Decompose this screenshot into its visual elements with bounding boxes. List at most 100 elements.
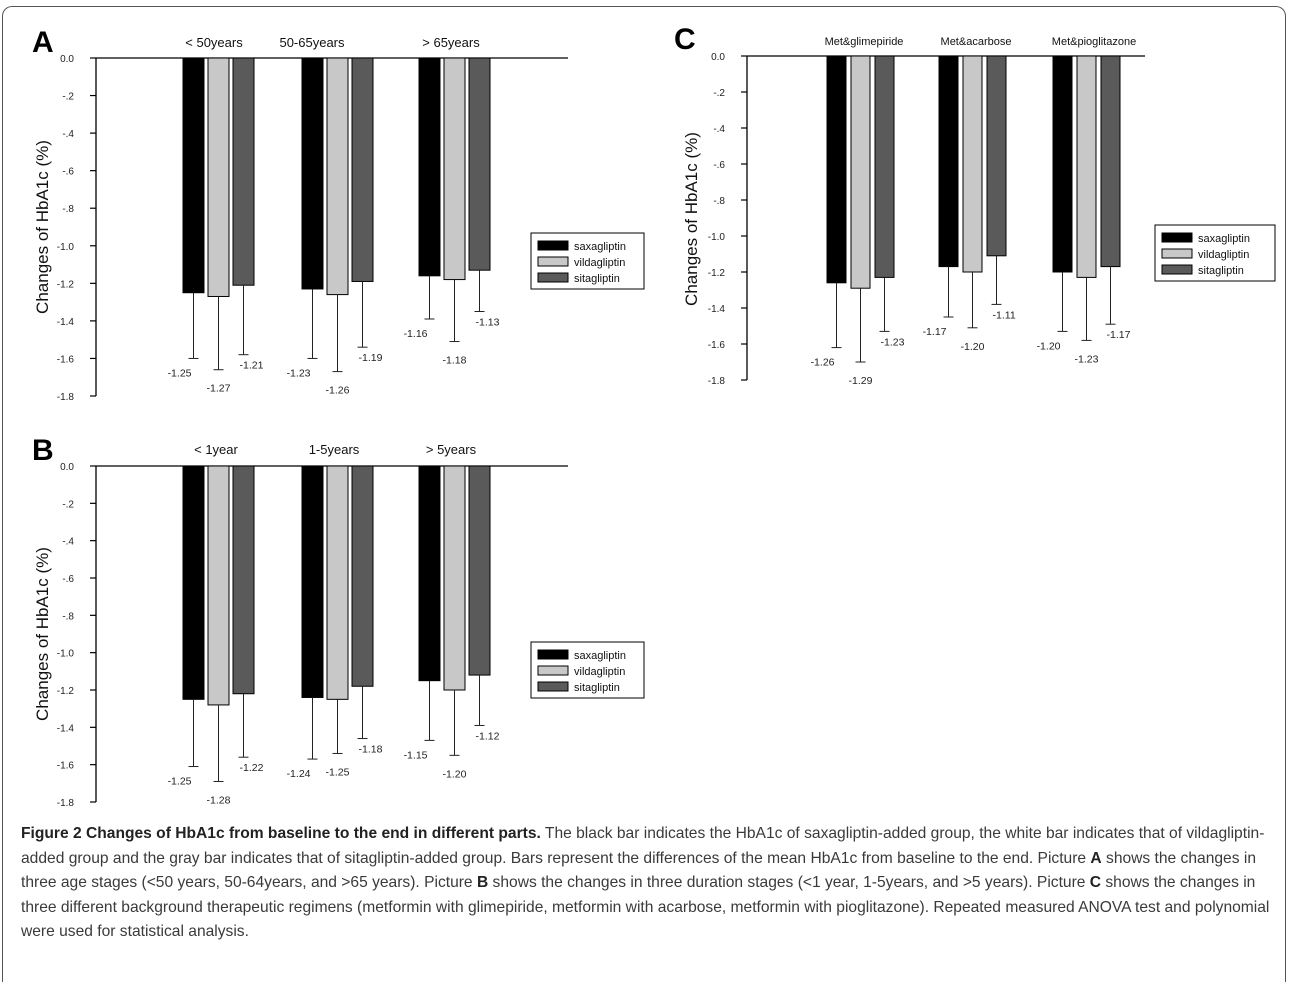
legend-label: vildagliptin — [574, 257, 625, 269]
caption-ref-b: B — [476, 874, 489, 891]
bar-sitagliptin — [874, 55, 895, 278]
bar-vildagliptin — [443, 57, 466, 281]
caption-text-3: shows the changes in three duration stag… — [488, 874, 1090, 891]
legend-swatch — [537, 681, 569, 692]
bar-sitagliptin — [351, 57, 374, 282]
data-label: -1.20 — [443, 768, 467, 780]
figure-caption: Figure 2 Changes of HbA1c from baseline … — [21, 822, 1276, 945]
data-label: -1.29 — [849, 375, 873, 387]
category-label: > 65years — [422, 35, 480, 50]
y-tick-label: -.4 — [62, 129, 74, 140]
bar-vildagliptin — [1076, 55, 1097, 278]
bar-saxagliptin — [301, 465, 324, 698]
data-label: -1.23 — [1075, 353, 1099, 365]
y-tick-label: -1.4 — [708, 304, 726, 315]
bar-saxagliptin — [418, 57, 441, 277]
legend-label: saxagliptin — [1198, 233, 1250, 245]
y-tick-label: 0.0 — [60, 462, 74, 473]
legend-label: sitagliptin — [574, 682, 620, 694]
y-tick-label: -.6 — [713, 160, 725, 171]
y-tick-label: -1.2 — [57, 686, 75, 697]
data-label: -1.22 — [240, 762, 264, 774]
y-tick-label: -1.0 — [57, 649, 75, 660]
y-tick-label: -.8 — [62, 204, 74, 215]
category-label: > 5years — [426, 442, 477, 457]
y-tick-label: -.6 — [62, 167, 74, 178]
category-label: 1-5years — [309, 442, 360, 457]
legend-label: vildagliptin — [1198, 249, 1249, 261]
panel-letter: B — [32, 434, 54, 467]
legend: saxagliptin vildagliptin sitagliptin — [530, 232, 645, 290]
bar-vildagliptin — [326, 465, 349, 700]
caption-ref-a: A — [1090, 849, 1102, 867]
caption-text-2: shows the changes in three age stages (<… — [21, 849, 1256, 892]
bar-sitagliptin — [468, 465, 491, 676]
data-label: -1.18 — [359, 744, 383, 756]
y-tick-label: -1.8 — [57, 392, 75, 403]
category-label: Met&acarbose — [941, 36, 1012, 48]
y-tick-label: -.2 — [62, 499, 74, 510]
y-tick-label: -1.6 — [57, 354, 75, 365]
y-tick-label: -1.2 — [708, 268, 726, 279]
data-label: -1.20 — [1037, 340, 1061, 352]
y-tick-label: -1.4 — [57, 723, 75, 734]
legend-label: sitagliptin — [574, 273, 620, 285]
data-label: -1.18 — [443, 355, 467, 367]
y-tick-label: -1.2 — [57, 279, 75, 290]
panel-a: A 0.0 -.2 -.4 -.6 -.8 -1.0 -1.2 -1.4 -1.6 -1.8 Chan… — [32, 26, 645, 403]
panel-letter: C — [674, 23, 696, 56]
data-label: -1.23 — [287, 367, 311, 379]
bar-saxagliptin — [938, 55, 959, 268]
legend-label: sitagliptin — [1198, 265, 1244, 277]
caption-ref-c: C — [1089, 874, 1102, 891]
legend-swatch — [537, 665, 569, 676]
bar-saxagliptin — [418, 465, 441, 682]
bar-vildagliptin — [207, 465, 230, 706]
data-label: -1.19 — [359, 352, 383, 364]
data-label: -1.23 — [881, 336, 905, 348]
category-label: < 1year — [194, 442, 238, 457]
data-label: -1.27 — [207, 383, 231, 395]
y-tick-label: -.2 — [713, 88, 725, 99]
legend-label: saxagliptin — [574, 650, 626, 662]
data-label: -1.17 — [1107, 329, 1131, 341]
legend-swatch — [537, 240, 569, 251]
data-label: -1.13 — [476, 317, 500, 329]
data-label: -1.26 — [811, 357, 835, 369]
bar-saxagliptin — [182, 465, 205, 700]
y-tick-label: -.8 — [62, 611, 74, 622]
data-label: -1.28 — [207, 794, 231, 806]
data-label: -1.25 — [168, 367, 192, 379]
data-label: -1.24 — [287, 768, 311, 780]
y-tick-label: -.6 — [62, 574, 74, 585]
bar-sitagliptin — [986, 55, 1007, 257]
panel-letter: A — [32, 26, 54, 59]
data-label: -1.11 — [993, 309, 1016, 321]
panel-c: C 0.0 -.2 -.4 -.6 -.8 -1.0 -1.2 -1.4 -1.6 -1.8 Chan… — [674, 23, 1276, 387]
y-tick-label: -1.0 — [57, 242, 75, 253]
bar-sitagliptin — [351, 465, 374, 687]
bar-sitagliptin — [232, 465, 255, 695]
bar-sitagliptin — [1100, 55, 1121, 268]
caption-text-4: shows the changes in three different bac… — [21, 874, 1270, 940]
bar-vildagliptin — [962, 55, 983, 273]
y-axis-label: Changes of HbA1c (%) — [33, 140, 52, 314]
figure-frame — [2, 6, 1286, 982]
legend: saxagliptin vildagliptin sitagliptin — [530, 641, 645, 699]
y-tick-label: -.4 — [62, 537, 74, 548]
y-tick-label: -.8 — [713, 196, 725, 207]
bar-saxagliptin — [826, 55, 847, 284]
bar-saxagliptin — [301, 57, 324, 290]
y-tick-label: -.2 — [62, 92, 74, 103]
category-label: < 50years — [185, 35, 243, 50]
legend-label: vildagliptin — [574, 666, 625, 678]
bar-vildagliptin — [326, 57, 349, 296]
data-label: -1.15 — [404, 749, 428, 761]
data-label: -1.25 — [326, 766, 350, 778]
legend-swatch — [1161, 232, 1193, 243]
y-tick-label: 0.0 — [60, 54, 74, 65]
category-label: 50-65years — [279, 35, 345, 50]
data-label: -1.26 — [326, 385, 350, 397]
y-tick-label: -1.4 — [57, 317, 75, 328]
data-label: -1.21 — [240, 360, 264, 372]
